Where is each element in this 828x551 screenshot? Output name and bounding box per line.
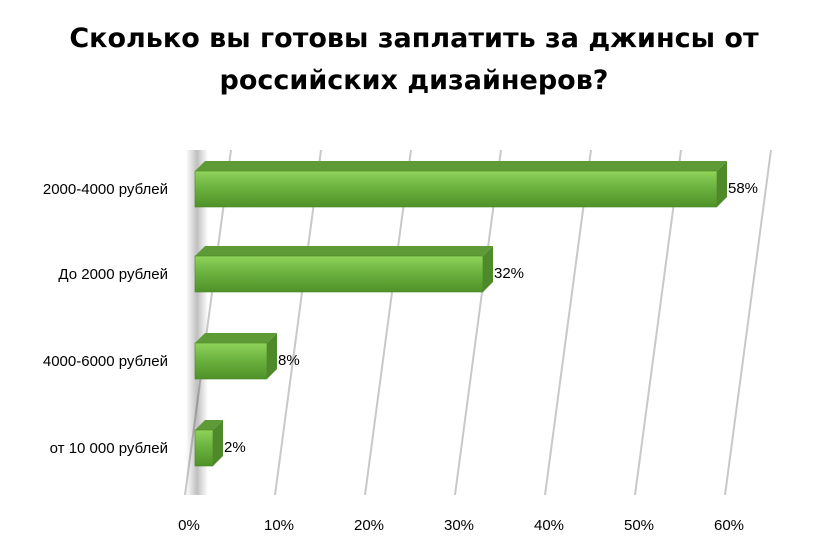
gridline-40 [544,149,592,496]
gridline-30 [454,149,502,496]
bar-4 [194,420,223,467]
gridline-60 [724,149,772,496]
chart-title-line-2: российских дизайнеров? [219,65,609,96]
data-label: 8% [278,352,300,369]
bar-front-face [194,170,718,208]
bar-side-face [267,333,277,379]
bar-side-face [213,420,223,466]
bar-3 [194,333,277,380]
gridline-10 [274,149,322,496]
bar-top-face [195,333,277,343]
x-tick-label: 50% [624,517,654,534]
labels: 0% 10% 20% 30% 40% 50% 60% 2000-4000 рублей 58% Д… [43,180,758,534]
bar-front-face [194,429,214,467]
x-tick-label: 20% [354,517,384,534]
bar-side-face [483,246,493,292]
bar-top-face [195,161,727,171]
chart-title-line-1: Сколько вы готовы заплатить за джинсы от [69,23,759,54]
bar-1 [194,161,727,208]
gridline-50 [634,149,682,496]
data-label: 58% [728,180,758,197]
x-tick-label: 10% [264,517,294,534]
x-tick-label: 60% [714,517,744,534]
category-label: До 2000 рублей [58,266,168,283]
bar-front-face [194,255,484,293]
data-label: 32% [494,265,524,282]
bar-top-face [195,420,223,430]
category-label: от 10 000 рублей [50,440,168,457]
axis-wall [186,150,208,495]
bar-top-face [195,246,493,256]
x-tick-label: 0% [178,517,200,534]
category-label: 2000-4000 рублей [43,181,168,198]
x-tick-label: 30% [444,517,474,534]
bar-front-face [194,342,268,380]
x-tick-label: 40% [534,517,564,534]
category-label: 4000-6000 рублей [43,353,168,370]
axis-wall-shadow [186,150,208,495]
chart-title: Сколько вы готовы заплатить за джинсы от… [0,18,828,102]
gridline-20 [364,149,412,496]
data-label: 2% [224,439,246,456]
bar-2 [194,246,493,293]
bars [194,161,727,467]
bar-side-face [717,161,727,207]
